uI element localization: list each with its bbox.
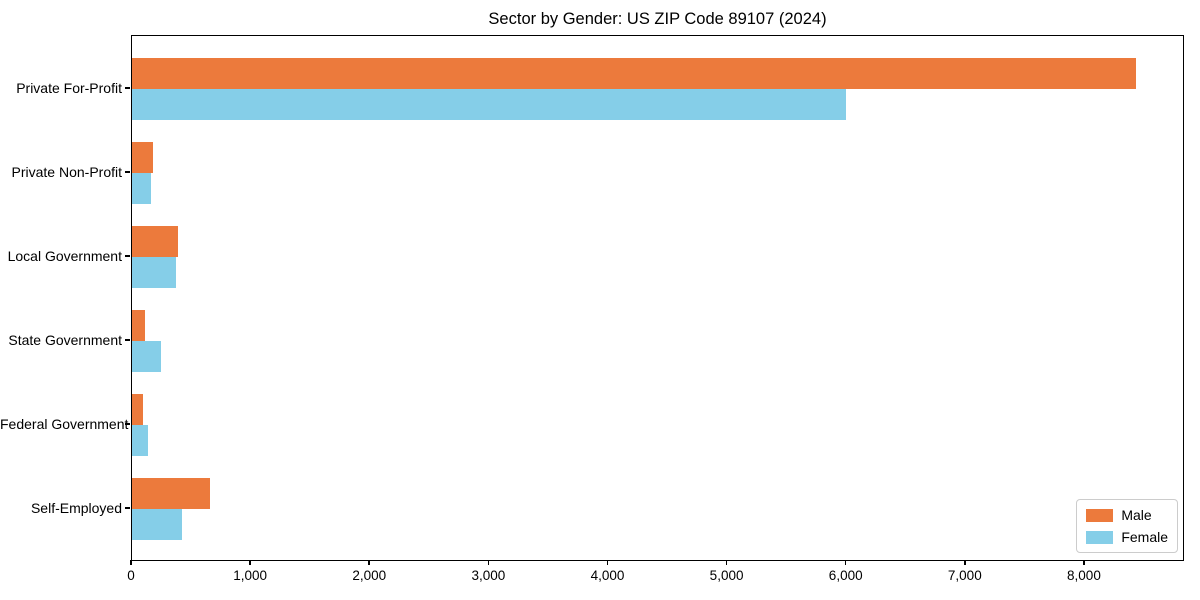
legend-label-male: Male (1121, 507, 1152, 523)
x-tick-mark (130, 560, 132, 565)
x-tick-mark (725, 560, 728, 565)
bar-male-self-employed (132, 478, 210, 509)
x-tick-label-2-000: 2,000 (352, 568, 387, 583)
x-tick-label-0: 0 (127, 568, 135, 583)
bar-female-federal-government (132, 425, 149, 456)
legend-item-female: Female (1086, 529, 1168, 545)
legend-label-female: Female (1121, 529, 1168, 545)
y-tick-mark (125, 171, 130, 173)
y-tick-label-private-non-profit: Private Non-Profit (11, 164, 122, 180)
y-tick-label-self-employed: Self-Employed (30, 500, 122, 516)
bar-female-self-employed (132, 509, 182, 540)
x-tick-mark (1083, 560, 1085, 565)
x-tick-label-3-000: 3,000 (471, 568, 506, 583)
x-tick-label-5-000: 5,000 (709, 568, 744, 583)
legend-swatch-female (1086, 530, 1114, 544)
x-tick-label-6-000: 6,000 (828, 568, 863, 583)
bar-female-private-for-profit (132, 89, 846, 120)
x-tick-mark (606, 560, 609, 565)
bar-male-private-for-profit (132, 58, 1137, 89)
y-tick-label-state-government: State Government (8, 332, 122, 348)
chart-title: Sector by Gender: US ZIP Code 89107 (202… (488, 10, 827, 28)
x-tick-label-8-000: 8,000 (1067, 568, 1101, 583)
bar-male-local-government (132, 226, 178, 257)
bar-female-private-non-profit (132, 173, 152, 204)
bar-male-state-government (132, 310, 146, 341)
legend-swatch-male (1086, 508, 1114, 522)
x-tick-label-7-000: 7,000 (947, 568, 982, 583)
y-tick-label-federal-government: Federal Government (0, 416, 129, 432)
y-tick-label-private-for-profit: Private For-Profit (16, 80, 122, 96)
x-tick-label-1-000: 1,000 (233, 568, 268, 583)
y-tick-mark (125, 255, 130, 257)
x-tick-mark (487, 560, 490, 565)
bar-female-state-government (132, 341, 161, 372)
y-tick-mark (125, 507, 130, 509)
bar-male-federal-government (132, 394, 144, 425)
y-tick-label-local-government: Local Government (7, 248, 122, 264)
x-tick-mark (964, 560, 966, 565)
y-tick-mark (125, 87, 130, 89)
x-tick-label-4-000: 4,000 (590, 568, 625, 583)
bar-male-private-non-profit (132, 142, 153, 173)
plot-area: Male Female (131, 35, 1184, 561)
legend: Male Female (1076, 499, 1178, 553)
x-tick-mark (368, 560, 370, 565)
bar-female-local-government (132, 257, 176, 288)
y-tick-mark (125, 423, 130, 425)
y-tick-mark (125, 339, 130, 341)
legend-item-male: Male (1086, 507, 1168, 523)
x-tick-mark (844, 560, 847, 565)
x-tick-mark (249, 560, 251, 565)
